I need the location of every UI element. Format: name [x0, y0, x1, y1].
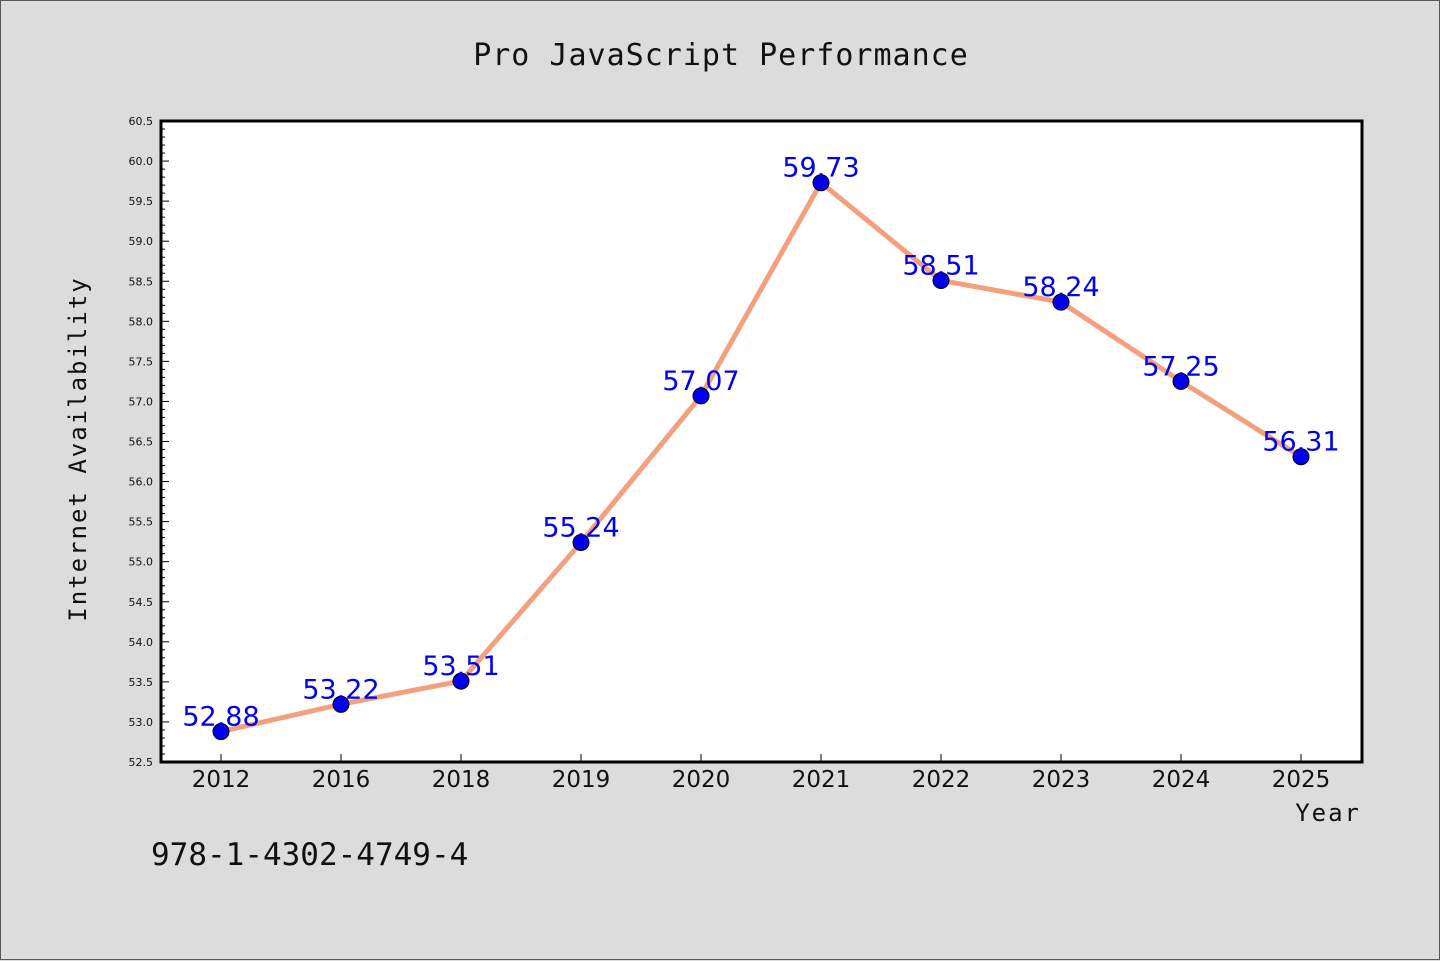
series-line [218, 180, 1304, 735]
y-axis-ticks: 52.5 53.0 53.5 54.0 54.5 55.0 55.5 56.0 56.5 57.0… [129, 115, 169, 769]
data-point-marker [452, 672, 470, 690]
data-labels-layer: 52.88 53.22 53.51 55.24 57.07 59.73 58.51 58.24… [182, 153, 1339, 733]
plot-area [159, 119, 1364, 764]
data-point-marker [812, 174, 830, 192]
data-point-marker [692, 387, 710, 405]
y-axis-minor-ticks [161, 128, 165, 755]
y-tick-label: 54.5 [129, 596, 154, 609]
x-tick-label: 2016 [312, 767, 371, 793]
x-tick-label: 2021 [792, 767, 851, 793]
data-label: 57.25 [1142, 351, 1219, 382]
x-tick-label: 2018 [432, 767, 491, 793]
x-tick-label: 2023 [1032, 767, 1091, 793]
data-label: 56.31 [1262, 427, 1339, 458]
x-tick-label: 2012 [192, 767, 251, 793]
y-tick-label: 54.0 [129, 636, 154, 649]
data-point-marker [332, 695, 350, 713]
y-tick-label: 59.5 [129, 195, 154, 208]
y-tick-label: 55.0 [129, 556, 154, 569]
y-tick-label: 57.5 [129, 355, 154, 368]
data-point-marker [572, 533, 590, 551]
x-tick-label: 2020 [672, 767, 731, 793]
data-label: 53.51 [422, 651, 499, 682]
x-axis-title: Year [1295, 799, 1361, 827]
y-tick-label: 55.5 [129, 516, 154, 529]
data-point-marker [212, 723, 230, 741]
y-tick-label: 58.0 [129, 315, 154, 328]
y-tick-label: 53.5 [129, 676, 154, 689]
y-tick-label: 52.5 [129, 756, 154, 769]
data-point-marker [1292, 448, 1310, 466]
isbn-label: 978-1-4302-4749-4 [151, 837, 468, 873]
data-label: 58.24 [1022, 272, 1099, 303]
data-label: 57.07 [662, 366, 739, 397]
y-tick-label: 59.0 [129, 235, 154, 248]
data-point-marker [932, 271, 950, 289]
y-tick-label: 60.5 [129, 115, 154, 128]
y-tick-label: 57.0 [129, 395, 154, 408]
x-tick-label: 2024 [1152, 767, 1211, 793]
x-tick-label: 2019 [552, 767, 611, 793]
data-point-marker [1052, 293, 1070, 311]
data-label: 53.22 [302, 674, 379, 705]
data-label: 55.24 [542, 512, 619, 543]
data-label: 52.88 [182, 702, 259, 733]
data-label: 59.73 [782, 153, 859, 184]
series-layer [212, 174, 1310, 741]
data-point-marker [1172, 372, 1190, 390]
y-tick-label: 56.5 [129, 436, 154, 449]
chart-title: Pro JavaScript Performance [473, 38, 969, 73]
y-tick-label: 56.0 [129, 476, 154, 489]
y-tick-label: 53.0 [129, 716, 154, 729]
y-tick-label: 58.5 [129, 275, 154, 288]
x-tick-label: 2022 [912, 767, 971, 793]
y-axis-title: Internet Availability [64, 276, 92, 621]
y-tick-label: 60.0 [129, 155, 154, 168]
data-label: 58.51 [902, 250, 979, 281]
x-axis-ticks: 2012 2016 2018 2019 2020 2021 2022 2023 2024 2025 [192, 754, 1331, 793]
x-tick-label: 2025 [1272, 767, 1331, 793]
